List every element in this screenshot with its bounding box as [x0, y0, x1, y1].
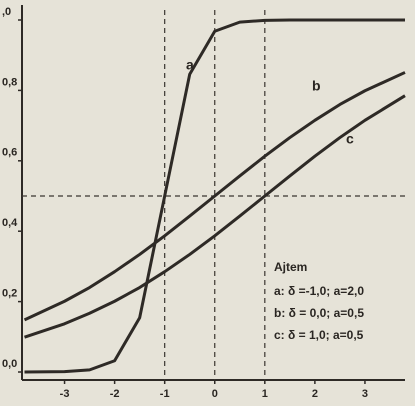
x-tick-label: 3: [362, 388, 368, 400]
curve: [23, 71, 406, 322]
curve: [24, 18, 405, 374]
legend-line: c: δ = 1,0; a=0,5: [274, 328, 364, 342]
x-tick-label: 1: [262, 388, 268, 400]
legend-line: b: δ = 0,0; a=0,5: [274, 306, 364, 320]
y-tick-label: 0,6: [2, 147, 17, 159]
x-tick-label: 2: [312, 388, 318, 400]
y-tick-label: 0,0: [2, 358, 17, 370]
y-tick-label: 0,2: [2, 288, 17, 300]
curve: [24, 94, 406, 339]
curve-label: c: [346, 131, 354, 147]
y-tick-label: 0,8: [2, 76, 17, 88]
x-tick-label: -1: [160, 388, 170, 400]
curve-label: a: [186, 57, 194, 73]
x-tick-label: -2: [110, 388, 120, 400]
legend-line: a: δ =-1,0; a=2,0: [274, 284, 364, 298]
y-tick-label: ,0: [2, 6, 11, 18]
y-tick-label: 0,4: [2, 217, 18, 229]
x-tick-label: 0: [212, 388, 218, 400]
legend-title: Ajtem: [274, 260, 307, 274]
x-tick-label: -3: [60, 388, 70, 400]
curve-label: b: [312, 78, 321, 94]
